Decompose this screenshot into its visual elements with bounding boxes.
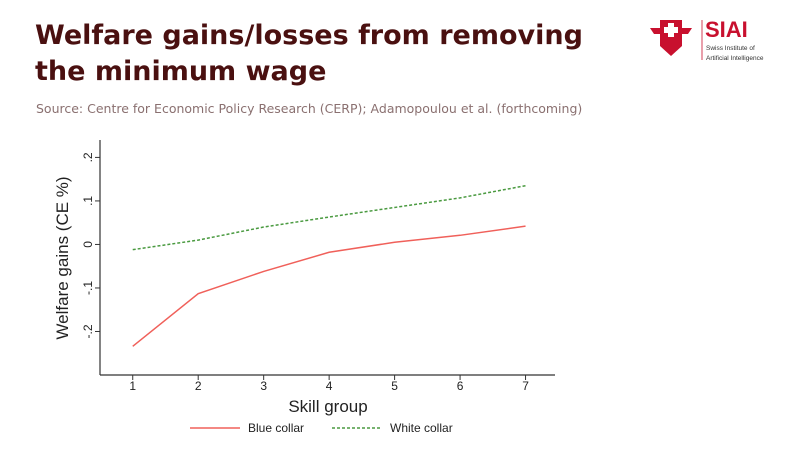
logo-subtitle-line1: Swiss Institute of	[706, 45, 755, 52]
x-tick-label: 1	[129, 379, 136, 393]
series-line-white-collar	[132, 184, 526, 251]
shield-icon	[650, 20, 692, 56]
y-axis-label: Welfare gains (CE %)	[53, 176, 72, 339]
legend-label: Blue collar	[248, 421, 304, 435]
x-tick-label: 2	[195, 379, 202, 393]
x-tick-label: 3	[260, 379, 267, 393]
x-tick-label: 7	[522, 379, 529, 393]
logo-text: SIAI	[705, 17, 748, 42]
source-note: Source: Centre for Economic Policy Resea…	[36, 101, 583, 116]
series-line-blue-collar	[132, 225, 526, 347]
y-tick-label: 0	[81, 241, 95, 248]
legend: Blue collar White collar	[190, 421, 453, 435]
y-tick-label: .2	[81, 152, 95, 162]
x-tick-label: 6	[457, 379, 464, 393]
siai-logo: SIAI Swiss Institute of Artificial Intel…	[650, 17, 764, 62]
y-tick-label: -.2	[81, 324, 95, 338]
x-axis-label: Skill group	[288, 397, 367, 416]
y-tick-label: .1	[81, 196, 95, 206]
x-tick-label: 4	[326, 379, 333, 393]
slide-title: Welfare gains/losses from removing the m…	[35, 20, 583, 87]
y-tick-label: -.1	[81, 281, 95, 295]
x-tick-label: 5	[391, 379, 398, 393]
logo-subtitle-line2: Artificial Intelligence	[706, 55, 764, 62]
legend-label: White collar	[390, 421, 453, 435]
